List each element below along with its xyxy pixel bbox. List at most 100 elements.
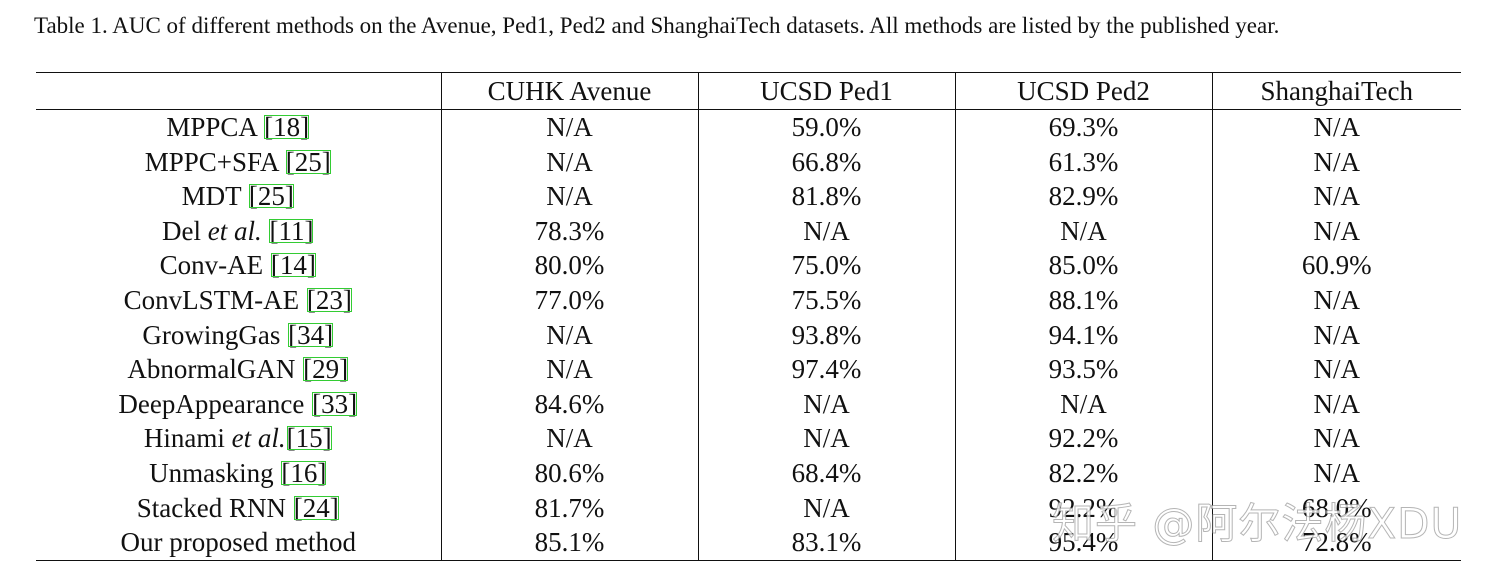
method-name: Our proposed method: [120, 527, 356, 558]
auc-value-cell: 85.0%: [954, 248, 1212, 283]
auc-value-cell: N/A: [954, 386, 1212, 422]
method-cell: MDT [25]: [36, 179, 441, 214]
auc-value-cell: 81.7%: [440, 490, 698, 526]
method-cell: Conv-AE [14]: [36, 248, 441, 283]
citation-number: 18: [273, 112, 301, 142]
auc-value-cell: 82.2%: [954, 455, 1212, 491]
auc-value-cell: 80.6%: [440, 455, 698, 491]
citation-number: 34: [297, 319, 325, 350]
auc-value-cell: N/A: [1211, 213, 1461, 249]
citation-link[interactable]: [34]: [288, 319, 334, 350]
table-row: GrowingGas [34] N/A 93.8% 94.1% N/A: [36, 317, 1461, 353]
table-row: Our proposed method 85.1% 83.1% 95.4% 72.8%: [36, 525, 1461, 561]
auc-value-cell: 68.0%: [1211, 490, 1461, 526]
auc-value-cell: 60.9%: [1211, 248, 1461, 283]
auc-value-cell: N/A: [1211, 109, 1461, 145]
auc-value-cell: 61.3%: [954, 144, 1212, 180]
citation-number: 25: [294, 146, 322, 177]
method-name: AbnormalGAN: [127, 354, 296, 385]
auc-value-cell: N/A: [440, 421, 698, 456]
citation-link[interactable]: [18]: [264, 112, 310, 142]
method-et-al: et al.: [231, 423, 286, 454]
citation-link[interactable]: [14]: [270, 250, 316, 281]
citation-link[interactable]: [11]: [269, 215, 314, 246]
auc-value-cell: 82.9%: [954, 179, 1212, 214]
auc-results-table: CUHK Avenue UCSD Ped1 UCSD Ped2 Shanghai…: [36, 72, 1461, 561]
auc-value-cell: 94.1%: [954, 317, 1212, 353]
method-name: Del: [162, 215, 201, 246]
table-row: MPPCA [18] N/A 59.0% 69.3% N/A: [36, 109, 1461, 145]
method-name: Hinami: [143, 423, 225, 454]
auc-value-cell: N/A: [1211, 421, 1461, 456]
table-row: Conv-AE [14] 80.0% 75.0% 85.0% 60.9%: [36, 248, 1461, 283]
method-cell: AbnormalGAN [29]: [36, 352, 441, 387]
auc-value-cell: 92.2%: [954, 421, 1212, 456]
table-row: MPPC+SFA [25] N/A 66.8% 61.3% N/A: [36, 144, 1461, 180]
auc-value-cell: N/A: [1211, 352, 1461, 387]
method-name: ConvLSTM-AE: [123, 284, 300, 315]
auc-value-cell: 77.0%: [440, 282, 698, 318]
auc-value-cell: N/A: [1211, 455, 1461, 491]
citation-number: 24: [302, 492, 330, 523]
auc-value-cell: N/A: [954, 213, 1212, 249]
auc-value-cell: 97.4%: [697, 352, 955, 387]
table-row: ConvLSTM-AE [23] 77.0% 75.5% 88.1% N/A: [36, 282, 1461, 318]
citation-link[interactable]: [25]: [248, 181, 294, 212]
citation-link[interactable]: [33]: [312, 388, 358, 419]
auc-value-cell: N/A: [1211, 282, 1461, 318]
method-cell: Stacked RNN [24]: [36, 491, 441, 526]
auc-value-cell: N/A: [1211, 144, 1461, 180]
auc-value-cell: 81.8%: [697, 179, 955, 214]
citation-number: 11: [278, 215, 305, 246]
auc-value-cell: N/A: [1211, 317, 1461, 353]
citation-link[interactable]: [24]: [293, 492, 339, 523]
citation-number: 23: [315, 284, 343, 315]
auc-value-cell: 92.2%: [954, 490, 1212, 526]
method-name: MDT: [181, 181, 242, 212]
auc-value-cell: 95.4%: [954, 525, 1212, 561]
table-row: DeepAppearance [33] 84.6% N/A N/A N/A: [36, 386, 1461, 422]
auc-value-cell: N/A: [440, 352, 698, 387]
auc-value-cell: 59.0%: [697, 109, 955, 145]
citation-link[interactable]: [29]: [303, 354, 349, 385]
auc-value-cell: 88.1%: [954, 282, 1212, 318]
citation-link[interactable]: [16]: [281, 457, 327, 488]
header-cuhk-avenue: CUHK Avenue: [440, 72, 698, 110]
auc-value-cell: 83.1%: [697, 525, 955, 561]
citation-link[interactable]: [23]: [306, 284, 352, 315]
auc-value-cell: 72.8%: [1211, 525, 1461, 561]
table-row: MDT [25] N/A 81.8% 82.9% N/A: [36, 179, 1461, 214]
auc-value-cell: N/A: [440, 179, 698, 214]
auc-value-cell: 93.5%: [954, 352, 1212, 387]
citation-number: 29: [312, 354, 340, 385]
auc-value-cell: N/A: [697, 421, 955, 456]
table-row: Stacked RNN [24] 81.7% N/A 92.2% 68.0%: [36, 490, 1461, 526]
header-method: [36, 73, 441, 110]
citation-number: 14: [279, 250, 307, 281]
auc-value-cell: N/A: [440, 144, 698, 180]
auc-value-cell: N/A: [440, 317, 698, 353]
table-row: Del et al. [11] 78.3% N/A N/A N/A: [36, 213, 1461, 249]
auc-value-cell: 84.6%: [440, 386, 698, 422]
auc-value-cell: N/A: [1211, 386, 1461, 422]
citation-link[interactable]: [15]: [286, 423, 332, 454]
method-cell: ConvLSTM-AE [23]: [36, 283, 441, 318]
auc-value-cell: N/A: [697, 490, 955, 526]
method-name: Stacked RNN: [136, 492, 286, 523]
method-et-al: et al.: [207, 215, 262, 246]
citation-link[interactable]: [25]: [285, 146, 331, 177]
method-cell: Unmasking [16]: [36, 456, 441, 491]
table-row: Unmasking [16] 80.6% 68.4% 82.2% N/A: [36, 455, 1461, 491]
auc-value-cell: 66.8%: [697, 144, 955, 180]
auc-value-cell: 85.1%: [440, 525, 698, 561]
method-cell: GrowingGas [34]: [36, 318, 441, 353]
table-body: MPPCA [18] N/A 59.0% 69.3% N/A MPPC+SFA [25] N…: [36, 109, 1461, 561]
citation-number: 33: [321, 388, 349, 419]
auc-value-cell: N/A: [440, 109, 698, 145]
table-row: Hinami et al.[15] N/A N/A 92.2% N/A: [36, 421, 1461, 456]
table-caption: Table 1. AUC of different methods on the…: [34, 13, 1280, 38]
method-cell: MPPC+SFA [25]: [36, 145, 441, 180]
method-name: MPPC+SFA: [144, 146, 279, 177]
method-name: Conv-AE: [159, 250, 264, 281]
auc-value-cell: 69.3%: [954, 109, 1212, 145]
